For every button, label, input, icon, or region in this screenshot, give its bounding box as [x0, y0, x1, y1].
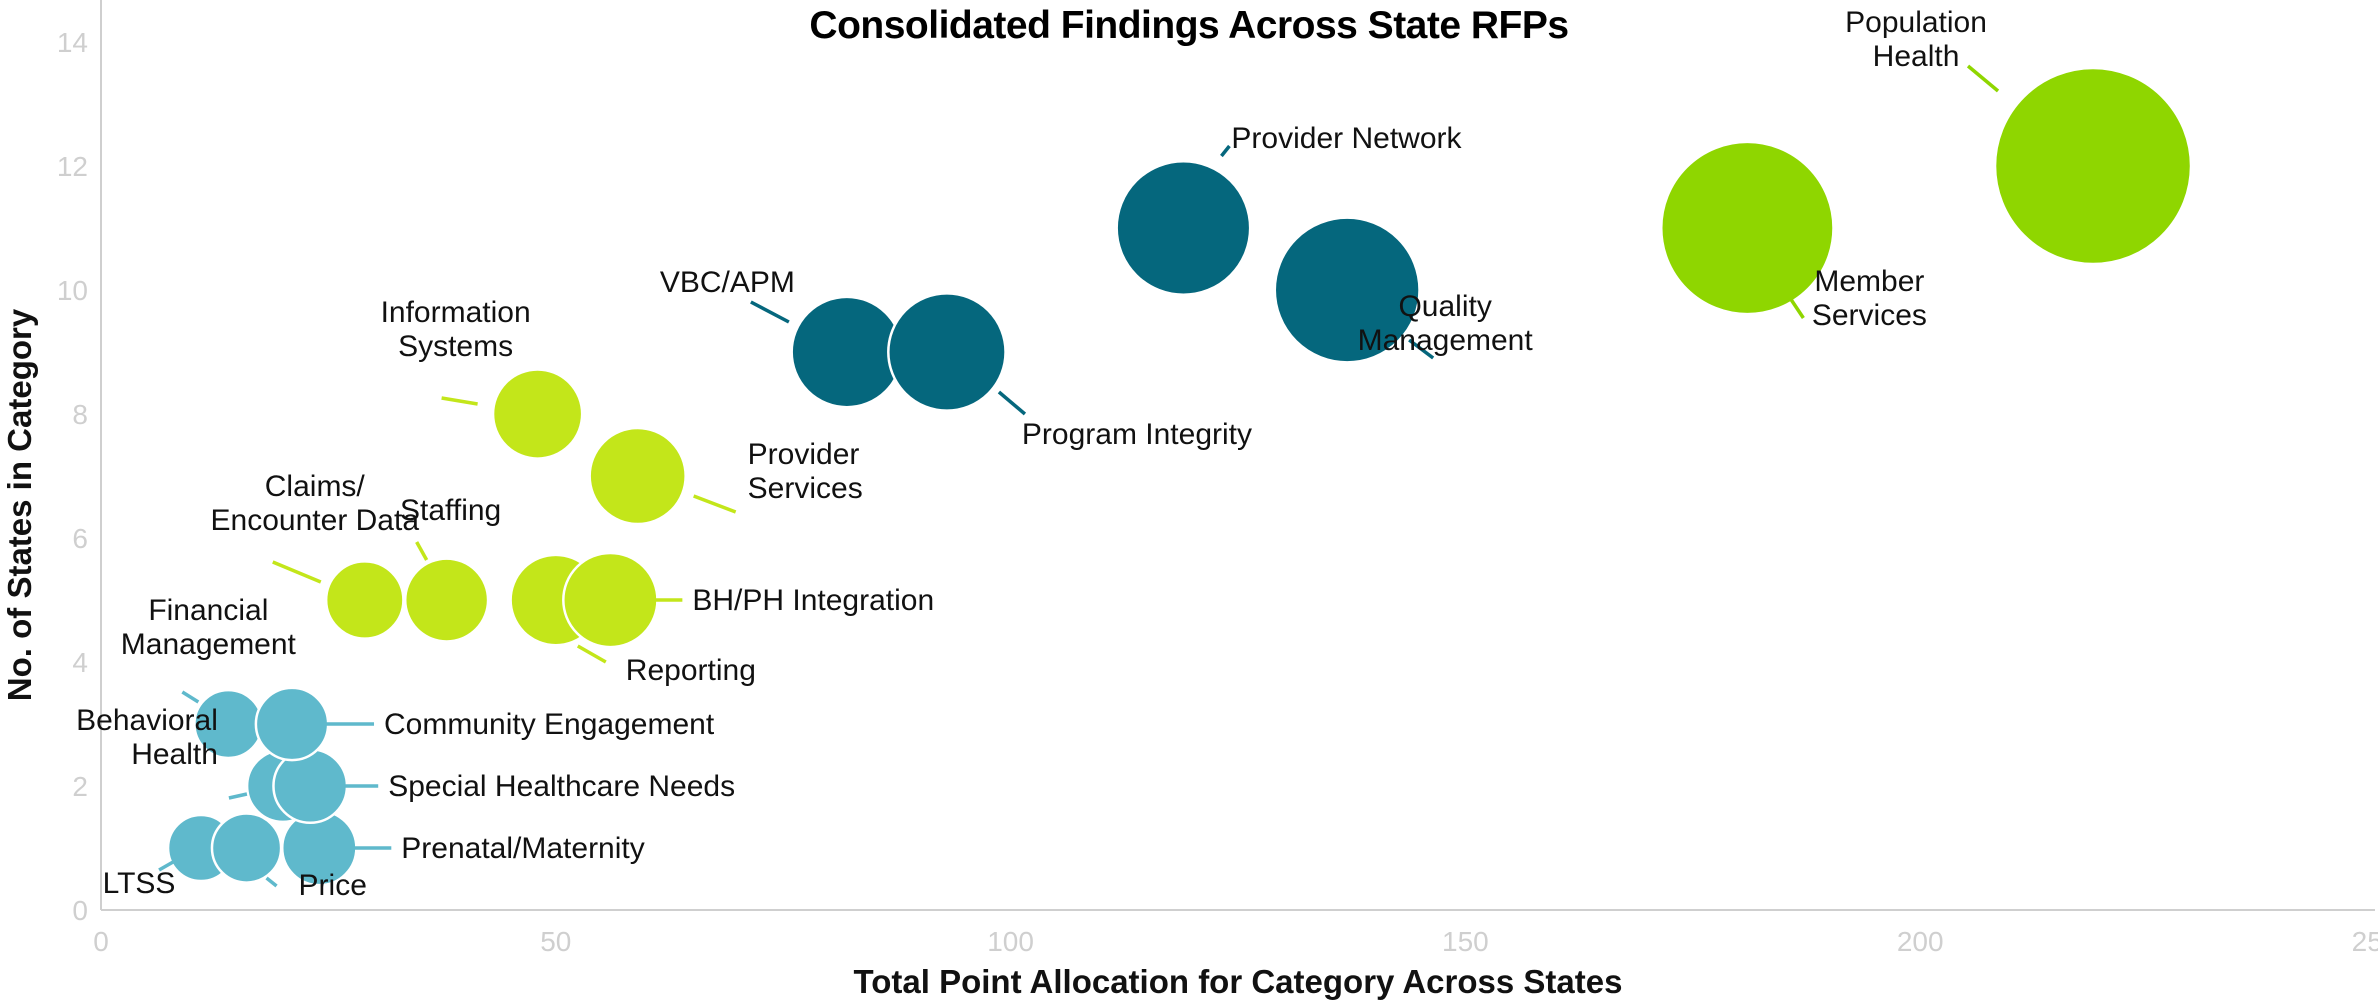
point-label: VBC/APM [660, 266, 795, 299]
y-tick-label: 8 [72, 399, 88, 430]
y-tick-label: 4 [72, 647, 88, 678]
leader-line [415, 541, 429, 561]
point-label: Program Integrity [1022, 418, 1252, 451]
x-tick-label: 200 [1897, 926, 1944, 957]
point-label: Special Healthcare Needs [388, 770, 735, 803]
point-label: Staffing [400, 494, 501, 527]
bubble [491, 368, 584, 460]
leader-line [272, 560, 322, 584]
point-label: Population Health [1845, 6, 1987, 73]
bubble [790, 295, 904, 409]
leader-line [750, 300, 790, 324]
bubbles [166, 66, 2193, 887]
bubble [1660, 140, 1835, 316]
x-tick-label: 250 [2352, 926, 2378, 957]
bubble [210, 812, 283, 884]
point-label: Reporting [626, 654, 756, 687]
bubble [887, 292, 1007, 412]
y-tick-label: 14 [57, 27, 88, 58]
x-tick-label: 100 [987, 926, 1034, 957]
leader-line [1408, 338, 1435, 360]
leader-line [1966, 64, 2000, 93]
chart-title: Consolidated Findings Across State RFPs [809, 4, 1569, 47]
point-label: Claims/Encounter Data [211, 470, 420, 537]
leader-lines [158, 64, 2000, 888]
leader-line [1789, 299, 1805, 319]
point-label: Behavioral Health [76, 704, 218, 771]
point-label: LTSS [103, 867, 176, 900]
point-label: Member Services [1812, 265, 1927, 332]
leader-line [693, 494, 737, 514]
leader-line [158, 860, 174, 872]
x-tick-label: 50 [540, 926, 571, 957]
point-labels: LTSS Price Prenatal/Maternity Behavioral Hea… [76, 6, 1987, 902]
bubble [324, 560, 405, 640]
point-label: Quality Management [1358, 290, 1534, 357]
point-label: Price [299, 869, 367, 902]
y-tick-label: 2 [72, 771, 88, 802]
x-tick-label: 0 [93, 926, 109, 957]
bubble [1273, 216, 1421, 364]
point-label: Financial Management [121, 594, 297, 661]
y-tick-label: 12 [57, 151, 88, 182]
x-axis-label: Total Point Allocation for Category Acro… [854, 963, 1623, 1000]
bubble [1993, 66, 2193, 266]
bubble [562, 551, 659, 649]
leader-line [1220, 144, 1231, 158]
leader-line [228, 792, 248, 800]
leader-line [997, 390, 1027, 416]
leader-line [576, 644, 607, 664]
bubble [1115, 160, 1252, 296]
y-tick-label: 10 [57, 275, 88, 306]
point-label: Provider Network [1231, 122, 1462, 155]
x-tick-label: 150 [1442, 926, 1489, 957]
bubble [254, 686, 330, 762]
leader-line [265, 876, 278, 888]
leader-line [181, 690, 200, 704]
y-tick-label: 6 [72, 523, 88, 554]
bubble [588, 426, 687, 526]
y-tick-label: 0 [72, 895, 88, 926]
axes: 0 2 4 6 8 10 12 14 0 50 100 150 200 250 [57, 0, 2378, 957]
point-label: Information Systems [381, 296, 531, 363]
point-label: BH/PH Integration [692, 584, 934, 617]
leader-line [441, 396, 478, 406]
point-label: Prenatal/Maternity [401, 832, 644, 865]
bubble [403, 557, 490, 643]
point-label: Provider Services [748, 438, 863, 505]
point-label: Community Engagement [384, 708, 715, 741]
y-axis-label: No. of States in Category [1, 308, 38, 701]
